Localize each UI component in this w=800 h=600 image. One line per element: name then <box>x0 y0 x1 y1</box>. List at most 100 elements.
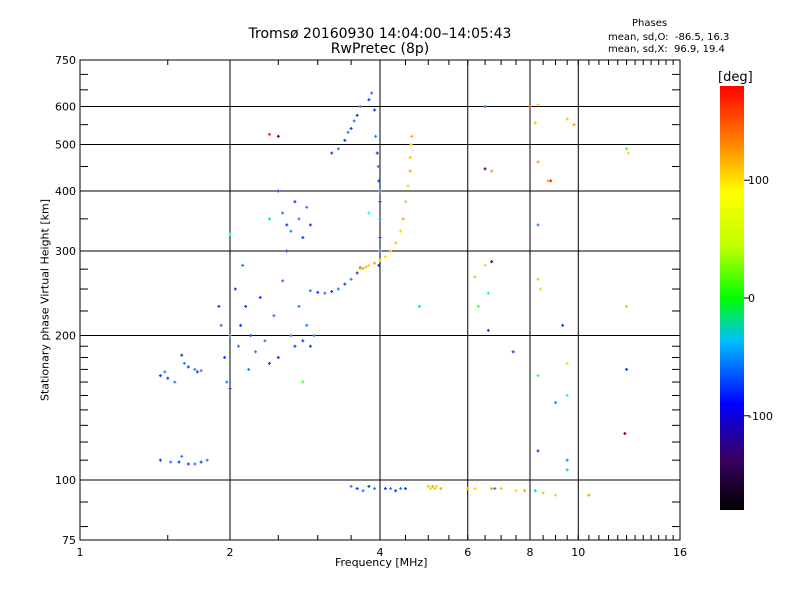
data-point <box>536 160 540 164</box>
data-point <box>263 339 267 343</box>
data-point <box>549 179 553 183</box>
data-point <box>373 261 377 265</box>
data-point <box>431 484 435 488</box>
data-point <box>316 290 320 294</box>
data-point <box>439 487 443 491</box>
data-point <box>301 339 305 343</box>
chart-title: Tromsø 20160930 14:04:00–14:05:43 <box>248 26 512 42</box>
data-point <box>361 489 365 493</box>
data-point <box>378 189 382 193</box>
data-point <box>219 323 223 327</box>
data-point <box>565 468 569 472</box>
data-point <box>536 277 540 281</box>
data-point <box>511 350 515 354</box>
data-point <box>343 138 347 142</box>
data-point <box>389 249 393 253</box>
data-point <box>536 449 540 453</box>
data-point <box>428 487 432 491</box>
data-point <box>267 217 271 221</box>
data-point <box>239 323 243 327</box>
data-point <box>473 275 477 279</box>
data-point <box>473 487 477 491</box>
data-point <box>572 123 576 127</box>
data-point <box>373 108 377 112</box>
x-tick-label: 16 <box>673 546 687 559</box>
data-point <box>389 487 393 491</box>
data-point <box>346 130 350 134</box>
data-point <box>199 369 203 373</box>
data-point <box>433 487 437 491</box>
data-point <box>401 217 405 221</box>
data-point <box>276 189 280 193</box>
data-point <box>490 487 494 491</box>
x-tick-label: 4 <box>377 546 384 559</box>
phase-x-stats: mean, sd,X: 96.9, 19.4 <box>608 44 725 55</box>
y-tick-label: 600 <box>55 101 76 114</box>
data-point <box>258 296 262 300</box>
data-point <box>626 151 630 155</box>
data-point <box>539 287 543 291</box>
data-point <box>233 287 237 291</box>
data-point <box>561 323 565 327</box>
data-point <box>435 484 439 488</box>
data-point <box>364 265 368 269</box>
data-point <box>499 487 503 491</box>
data-point <box>355 487 359 491</box>
data-point <box>349 277 353 281</box>
data-point <box>308 223 312 227</box>
data-point <box>625 304 629 308</box>
data-point <box>483 105 487 109</box>
data-point <box>297 217 301 221</box>
data-point <box>180 454 184 458</box>
chart-subtitle: RwPretec (8p) <box>330 41 430 57</box>
y-tick-label: 100 <box>55 474 76 487</box>
data-point <box>276 355 280 359</box>
data-point <box>370 91 374 95</box>
data-point <box>267 132 271 136</box>
data-point <box>394 489 398 493</box>
y-tick-label: 75 <box>62 534 76 547</box>
data-point <box>553 401 557 405</box>
data-point <box>403 487 407 491</box>
data-point <box>330 290 334 294</box>
x-tick-label: 2 <box>227 546 234 559</box>
data-point <box>293 344 297 348</box>
data-point <box>297 304 301 308</box>
data-point <box>166 376 170 380</box>
data-point <box>158 374 162 378</box>
data-point <box>378 258 382 262</box>
data-point <box>378 217 382 221</box>
data-point <box>217 304 221 308</box>
data-point <box>403 200 407 204</box>
data-point <box>330 151 334 155</box>
phase-title: Phases <box>632 18 668 29</box>
data-point <box>565 394 569 398</box>
data-point <box>587 493 591 497</box>
colorbar-tick-label: 0 <box>748 292 755 305</box>
data-point <box>158 458 162 462</box>
data-point <box>193 367 197 371</box>
data-point <box>565 117 569 121</box>
data-point <box>493 487 497 491</box>
data-point <box>244 304 248 308</box>
x-tick-label: 6 <box>464 546 471 559</box>
data-point <box>367 98 371 102</box>
data-point <box>408 169 412 173</box>
x-tick-label: 10 <box>571 546 585 559</box>
data-point <box>289 334 293 338</box>
data-point <box>289 229 293 233</box>
colorbar-unit-label: [deg] <box>718 70 753 85</box>
data-point <box>169 460 173 464</box>
data-point <box>305 205 309 209</box>
data-point <box>355 113 359 117</box>
data-point <box>285 249 289 253</box>
data-point <box>476 304 480 308</box>
data-point <box>236 344 240 348</box>
data-point <box>536 223 540 227</box>
data-points <box>158 91 630 497</box>
data-point <box>376 164 380 168</box>
colorbar-tick-label: 100 <box>748 174 769 187</box>
data-point <box>253 350 257 354</box>
data-point <box>267 361 271 365</box>
data-point <box>378 236 382 240</box>
